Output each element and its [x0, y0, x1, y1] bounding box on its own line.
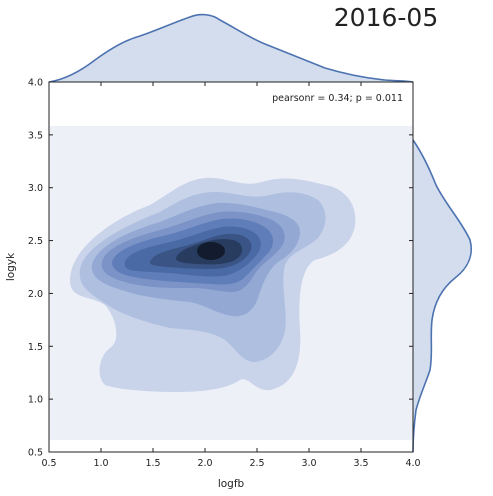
marginal-y-plot: [412, 139, 472, 453]
x-tick-label: 1.5: [145, 458, 160, 469]
marginal-x-line: [48, 13, 414, 83]
y-tick-label: 2.5: [28, 236, 43, 247]
marginal-y-line: [412, 139, 472, 453]
y-tick-label: 3.0: [28, 183, 43, 194]
x-tick-label: 3.5: [353, 458, 368, 469]
x-tick-label: 2.5: [249, 458, 264, 469]
x-axis-label: logfb: [218, 478, 245, 490]
y-tick-label: 2.0: [28, 289, 43, 300]
chart-title: 2016-05: [334, 3, 438, 32]
x-ticks: 0.5 1.0 1.5 2.0 2.5 3.0 3.5 4.0: [41, 82, 421, 469]
marginal-x-fill: [49, 14, 413, 83]
joint-axes-frame: [48, 81, 414, 453]
y-tick-label: 1.0: [28, 395, 43, 406]
y-ticks: 0.5 1.0 1.5 2.0 2.5 3.0 3.5 4.0: [28, 78, 413, 459]
y-tick-label: 3.5: [28, 130, 43, 141]
x-tick-label: 0.5: [41, 458, 56, 469]
y-tick-label: 4.0: [28, 78, 43, 89]
kde-level-9: [197, 242, 225, 260]
x-tick-label: 1.0: [93, 458, 108, 469]
y-tick-label: 1.5: [28, 342, 43, 353]
x-tick-label: 4.0: [405, 458, 420, 469]
marginal-y-fill: [413, 140, 472, 452]
y-tick-label: 0.5: [28, 448, 43, 459]
joint-axes: 0.5 1.0 1.5 2.0 2.5 3.0 3.5 4.0 0.5 1.0 1.5 2.0 2.5…: [5, 78, 421, 491]
pearson-annotation: pearsonr = 0.34; p = 0.011: [272, 93, 403, 104]
y-axis-label: logyk: [5, 252, 17, 281]
x-tick-label: 2.0: [197, 458, 212, 469]
x-tick-label: 3.0: [301, 458, 316, 469]
